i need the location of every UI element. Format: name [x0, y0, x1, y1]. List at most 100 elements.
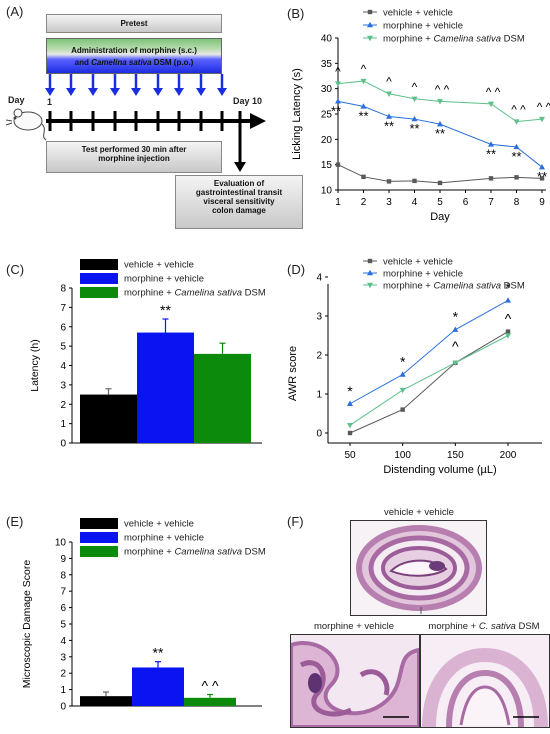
series-line [349, 335, 509, 426]
y-tick-label: 5 [60, 620, 66, 631]
histology-camelina-suffix: DSM [515, 621, 540, 632]
y-tick-label: 0 [60, 702, 66, 713]
x-tick-label: 4 [412, 197, 418, 208]
significance-annotation: ** [435, 126, 445, 141]
significance-annotation: ** [409, 121, 419, 136]
data-point [505, 329, 511, 334]
significance-annotation: ^ [335, 65, 341, 79]
administration-line2: and Camelina sativa DSM (p.o.) [47, 58, 221, 67]
legend-mc-label: morphine + Camelina sativa DSM [383, 281, 525, 292]
eval-line3: visceral sensitivity [203, 197, 275, 206]
data-point [360, 78, 367, 85]
test-line1: Test performed 30 min after [81, 145, 187, 154]
data-point [347, 430, 353, 436]
data-point [514, 175, 519, 180]
significance-annotation: ^ [505, 311, 512, 327]
significance-annotation: ^ ^ [511, 103, 526, 117]
y-tick-label: 6 [60, 603, 66, 614]
x-tick-label: 6 [463, 197, 469, 208]
significance-annotation: ** [160, 302, 171, 318]
data-point [347, 423, 353, 429]
significance-annotation: ^ [452, 338, 459, 354]
legend-vv-label: vehicle + vehicle [383, 8, 453, 19]
legend-vv-label: vehicle + vehicle [383, 257, 453, 268]
timeline-arrowhead [250, 113, 266, 129]
data-point [539, 176, 545, 181]
y-tick-label: 2 [60, 400, 66, 411]
significance-annotation: ** [331, 103, 341, 118]
y-tick-label: 15 [321, 160, 333, 171]
y-tick-label: 1 [316, 390, 322, 401]
data-point [437, 180, 443, 186]
legend-mv-swatch [80, 273, 118, 284]
y-tick-label: 7 [60, 303, 66, 314]
y-tick-label: 10 [321, 186, 333, 197]
data-point [361, 174, 366, 180]
bar [132, 667, 184, 706]
test-box: Test performed 30 min after morphine inj… [46, 141, 222, 173]
y-tick-label: 10 [55, 538, 67, 549]
y-tick-label: 5 [60, 342, 66, 353]
data-point [411, 115, 418, 122]
y-tick-label: 30 [321, 84, 333, 95]
legend-mv-label: morphine + vehicle [124, 533, 204, 544]
data-point [399, 371, 406, 377]
chart-e: 0 1 2 3 4 5 6 7 8 9 10 Microscopic Damage Score ** ^ … [21, 518, 266, 713]
administration-line2-species: Camelina sativa [91, 58, 152, 67]
y-tick-label: 3 [316, 312, 322, 323]
data-point [513, 143, 520, 150]
data-point [335, 81, 341, 87]
data-point [386, 91, 392, 97]
series-line [337, 80, 543, 123]
x-tick-label: 50 [344, 450, 356, 461]
x-tick-label: 2 [361, 197, 367, 208]
x-axis-title: Day [430, 211, 450, 223]
legend-mv-label: morphine + vehicle [383, 269, 463, 280]
legend-mc-swatch [80, 287, 118, 298]
y-tick-label: 3 [60, 652, 66, 663]
y-tick-label: 20 [321, 135, 333, 146]
significance-annotation: ^ [412, 80, 418, 94]
dose-arrows [48, 74, 224, 90]
panel-label-a: (A) [6, 4, 24, 19]
significance-annotation: * [453, 309, 459, 325]
x-tick-label: 9 [539, 197, 545, 208]
bar [184, 697, 236, 706]
bar [194, 353, 251, 443]
significance-annotation: ** [511, 149, 521, 164]
histology-vehicle-svg [351, 521, 486, 615]
y-tick-label: 2 [316, 351, 322, 362]
day-end-label: Day 10 [233, 96, 263, 106]
legend-mc-label: morphine + Camelina sativa DSM [124, 288, 266, 299]
significance-annotation: * [505, 279, 511, 295]
eval-line1: Evaluation of [213, 179, 265, 188]
data-point [400, 407, 405, 412]
legend-vv-label: vehicle + vehicle [124, 260, 194, 271]
histology-camelina-species: C. sativa [478, 621, 516, 632]
data-point [335, 98, 341, 104]
bar [80, 394, 137, 443]
eval-line4: colon damage [212, 206, 266, 215]
pretest-bar: Pretest [46, 14, 222, 33]
histology-morphine-title: morphine + vehicle [313, 621, 394, 632]
y-tick-label: 40 [321, 34, 333, 45]
y-tick-label: 3 [60, 380, 66, 391]
y-tick-label: 2 [60, 669, 66, 680]
timeline-ticks [48, 111, 242, 131]
significance-annotation: ** [153, 645, 164, 661]
legend-mc-label: morphine + Camelina sativa DSM [124, 547, 266, 558]
data-point [488, 141, 494, 147]
x-tick-label: 7 [488, 197, 494, 208]
significance-annotation: ^ ^ [201, 678, 218, 694]
legend-mc-label: morphine + Camelina sativa DSM [383, 34, 525, 45]
histology-camelina-image [420, 634, 550, 728]
administration-line2-a: and [74, 58, 92, 67]
significance-annotation: * [400, 354, 406, 370]
panel-label-f: (F) [287, 514, 304, 529]
data-point [452, 326, 459, 332]
series-line [337, 100, 543, 168]
chart-b: 1 2 3 4 5 6 7 8 9 10 15 20 25 30 35 40 Day Licking Latenc… [291, 8, 550, 224]
y-tick-label: 8 [60, 570, 66, 581]
significance-annotation: * [347, 383, 353, 399]
administration-line2-c: DSM (p.o.) [151, 58, 194, 67]
